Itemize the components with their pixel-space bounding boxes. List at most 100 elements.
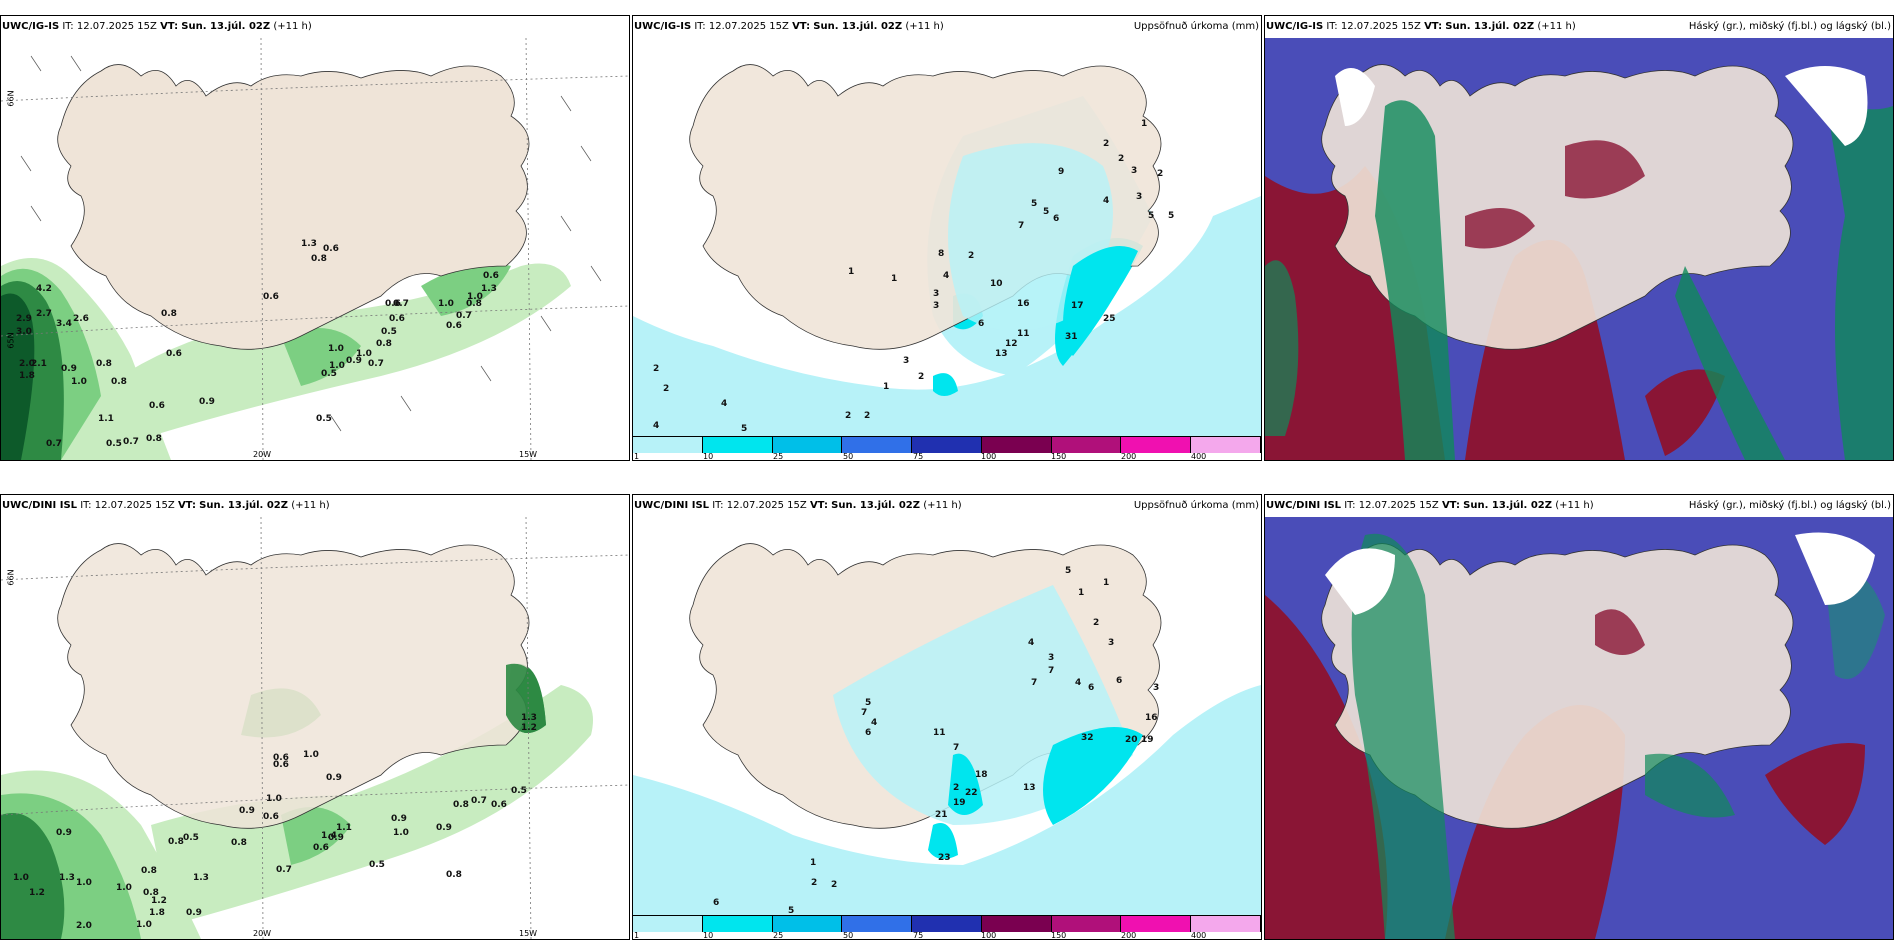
svg-text:6: 6 bbox=[1088, 683, 1094, 693]
svg-text:1.3: 1.3 bbox=[193, 873, 209, 883]
precip-value-labels: 1 2 9 2 3 2 5 3 4 5 5 7 5 6 8 2 4 1 3 3 … bbox=[653, 119, 1174, 434]
svg-text:4: 4 bbox=[943, 271, 949, 281]
svg-text:0.6: 0.6 bbox=[446, 321, 462, 331]
wind-barbs bbox=[20, 55, 602, 432]
lat-label-65n: 65N bbox=[6, 332, 16, 349]
model-name: UWC/DINI ISL bbox=[2, 500, 78, 511]
svg-text:1: 1 bbox=[1103, 578, 1109, 588]
svg-text:7: 7 bbox=[861, 708, 867, 718]
svg-text:19: 19 bbox=[1141, 735, 1154, 745]
precip-legend: 1 10 25 50 75 100 150 200 400 bbox=[633, 915, 1261, 939]
svg-text:3: 3 bbox=[1131, 166, 1137, 176]
svg-text:2: 2 bbox=[953, 783, 959, 793]
svg-text:0.8: 0.8 bbox=[446, 870, 462, 880]
initial-time: 12.07.2025 15Z bbox=[1358, 500, 1439, 511]
wind-map[interactable]: 0.9 1.0 1.2 1.3 1.0 0.8 0.9 1.3 0.5 0.8 … bbox=[1, 495, 629, 939]
svg-text:1.4: 1.4 bbox=[321, 831, 337, 841]
svg-text:32: 32 bbox=[1081, 733, 1094, 743]
legend-swatch bbox=[702, 916, 773, 932]
svg-text:2: 2 bbox=[1118, 154, 1124, 164]
svg-text:1.3: 1.3 bbox=[521, 713, 537, 723]
svg-text:9: 9 bbox=[1058, 167, 1064, 177]
svg-text:3: 3 bbox=[1153, 683, 1159, 693]
svg-text:0.6: 0.6 bbox=[491, 800, 507, 810]
svg-text:1: 1 bbox=[1141, 119, 1147, 129]
svg-text:0.6: 0.6 bbox=[273, 760, 289, 770]
svg-text:2.9: 2.9 bbox=[16, 314, 32, 324]
svg-text:7: 7 bbox=[1048, 666, 1054, 676]
panel-cloud-dini: UWC/DINI ISL IT: 12.07.2025 15Z VT: Sun.… bbox=[1264, 494, 1894, 940]
svg-text:1.8: 1.8 bbox=[149, 908, 165, 918]
legend-swatch bbox=[912, 916, 982, 932]
svg-text:0.6: 0.6 bbox=[385, 299, 401, 309]
legend-swatch bbox=[633, 437, 703, 453]
svg-text:2: 2 bbox=[1157, 169, 1163, 179]
svg-text:2.6: 2.6 bbox=[73, 314, 89, 324]
svg-text:19: 19 bbox=[953, 798, 966, 808]
lon-label-15w: 15W bbox=[519, 450, 538, 459]
svg-text:0.8: 0.8 bbox=[143, 888, 159, 898]
svg-text:7: 7 bbox=[953, 743, 959, 753]
svg-text:1: 1 bbox=[883, 382, 889, 392]
svg-text:1.3: 1.3 bbox=[481, 284, 497, 294]
svg-text:3: 3 bbox=[1048, 653, 1054, 663]
model-name: UWC/IG-IS bbox=[634, 21, 692, 32]
model-name: UWC/IG-IS bbox=[1266, 21, 1324, 32]
svg-text:0.5: 0.5 bbox=[321, 369, 337, 379]
lead-time: (+11 h) bbox=[273, 21, 312, 32]
svg-text:0.6: 0.6 bbox=[166, 349, 182, 359]
svg-text:1.2: 1.2 bbox=[151, 896, 167, 906]
field-title: Uppsöfnuð úrkoma (mm) bbox=[1133, 21, 1259, 32]
svg-text:1.0: 1.0 bbox=[76, 878, 92, 888]
legend-swatch bbox=[633, 916, 703, 932]
svg-text:0.5: 0.5 bbox=[183, 833, 199, 843]
lon-label-20w: 20W bbox=[253, 450, 272, 459]
svg-text:4: 4 bbox=[1103, 196, 1109, 206]
svg-text:21: 21 bbox=[935, 810, 948, 820]
cloud-map[interactable] bbox=[1265, 495, 1893, 939]
lat-label-66n: 66N bbox=[6, 569, 16, 586]
svg-text:6: 6 bbox=[865, 728, 871, 738]
svg-text:0.5: 0.5 bbox=[511, 786, 527, 796]
cloud-map[interactable] bbox=[1265, 16, 1893, 460]
panel-header: UWC/IG-IS IT: 12.07.2025 15Z VT: Sun. 13… bbox=[633, 16, 1261, 38]
svg-text:6: 6 bbox=[978, 319, 984, 329]
panel-wind-dini: UWC/DINI ISL IT: 12.07.2025 15Z VT: Sun.… bbox=[0, 494, 630, 940]
panel-cloud-ig: UWC/IG-IS IT: 12.07.2025 15Z VT: Sun. 13… bbox=[1264, 15, 1894, 461]
svg-text:5: 5 bbox=[865, 698, 871, 708]
svg-text:1.1: 1.1 bbox=[98, 414, 114, 424]
lat-label-66n: 66N bbox=[6, 90, 16, 107]
model-name: UWC/IG-IS bbox=[2, 21, 60, 32]
svg-text:0.8: 0.8 bbox=[141, 866, 157, 876]
svg-text:0.6: 0.6 bbox=[149, 401, 165, 411]
svg-text:0.6: 0.6 bbox=[483, 271, 499, 281]
wind-value-labels: 0.9 1.0 1.2 1.3 1.0 0.8 0.9 1.3 0.5 0.8 … bbox=[13, 713, 537, 931]
legend-swatch bbox=[1051, 916, 1122, 932]
svg-text:3.4: 3.4 bbox=[56, 319, 72, 329]
svg-text:6: 6 bbox=[713, 898, 719, 908]
lead-time: (+11 h) bbox=[923, 500, 962, 511]
precip-value-labels: 5 1 1 2 3 4 3 7 6 7 4 6 5 6 4 11 7 18 13… bbox=[713, 566, 1159, 916]
lon-label-20w: 20W bbox=[253, 929, 272, 938]
model-name: UWC/DINI ISL bbox=[634, 500, 710, 511]
svg-text:2: 2 bbox=[831, 880, 837, 890]
legend-swatch bbox=[1121, 437, 1192, 453]
svg-text:2: 2 bbox=[811, 878, 817, 888]
svg-text:2.7: 2.7 bbox=[36, 309, 52, 319]
svg-text:4: 4 bbox=[653, 421, 659, 431]
wind-map[interactable]: 4.2 2.7 2.9 3.0 3.4 2.6 2.0 1.8 2.1 1.3 … bbox=[1, 16, 629, 460]
svg-text:0.7: 0.7 bbox=[276, 865, 292, 875]
svg-text:0.6: 0.6 bbox=[263, 292, 279, 302]
lead-time: (+11 h) bbox=[1555, 500, 1594, 511]
svg-text:2: 2 bbox=[1103, 139, 1109, 149]
svg-text:0.6: 0.6 bbox=[313, 843, 329, 853]
svg-text:5: 5 bbox=[741, 424, 747, 434]
svg-text:11: 11 bbox=[1017, 329, 1030, 339]
panel-wind-ig: UWC/IG-IS IT: 12.07.2025 15Z VT: Sun. 13… bbox=[0, 15, 630, 461]
svg-text:1.1: 1.1 bbox=[336, 823, 352, 833]
svg-text:3: 3 bbox=[933, 289, 939, 299]
initial-time: 12.07.2025 15Z bbox=[76, 21, 157, 32]
svg-text:2: 2 bbox=[864, 411, 870, 421]
precip-map[interactable]: 5 1 1 2 3 4 3 7 6 7 4 6 5 6 4 11 7 18 13… bbox=[633, 495, 1261, 939]
precip-map[interactable]: 1 2 9 2 3 2 5 3 4 5 5 7 5 6 8 2 4 1 3 3 … bbox=[633, 16, 1261, 460]
